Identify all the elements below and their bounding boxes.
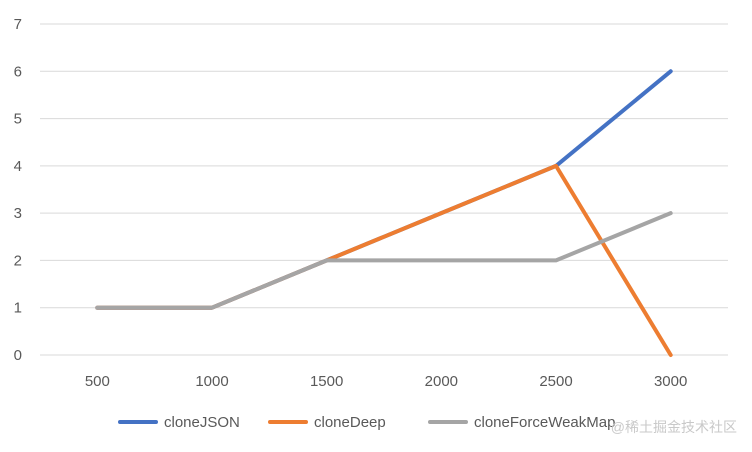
y-axis-tick-labels: 0 1 2 3 4 5 6 7 xyxy=(14,16,22,364)
x-tick-label: 500 xyxy=(85,373,110,390)
y-tick-label: 0 xyxy=(14,347,22,364)
x-tick-label: 1500 xyxy=(310,373,343,390)
y-tick-label: 5 xyxy=(14,111,22,128)
x-axis-tick-labels: 500 1000 1500 2000 2500 3000 xyxy=(85,373,688,390)
y-tick-label: 6 xyxy=(14,63,22,80)
x-tick-label: 1000 xyxy=(195,373,228,390)
series-lines xyxy=(95,69,673,357)
legend: cloneJSON cloneDeep cloneForceWeakMap xyxy=(118,414,615,431)
series-line-cloneForceWeakMap xyxy=(95,211,673,310)
legend-label-cloneDeep: cloneDeep xyxy=(314,414,386,431)
legend-label-cloneJSON: cloneJSON xyxy=(164,414,240,431)
y-tick-label: 2 xyxy=(14,252,22,269)
x-tick-label: 2000 xyxy=(425,373,458,390)
y-tick-label: 4 xyxy=(14,158,22,175)
watermark-text: @稀土掘金技术社区 xyxy=(611,419,737,435)
x-tick-label: 2500 xyxy=(539,373,572,390)
x-tick-label: 3000 xyxy=(654,373,687,390)
legend-label-cloneForceWeakMap: cloneForceWeakMap xyxy=(474,414,615,431)
y-tick-label: 3 xyxy=(14,205,22,222)
series-line-cloneJSON xyxy=(95,69,673,310)
y-tick-label: 7 xyxy=(14,16,22,33)
gridlines xyxy=(40,23,728,356)
y-tick-label: 1 xyxy=(14,300,22,317)
